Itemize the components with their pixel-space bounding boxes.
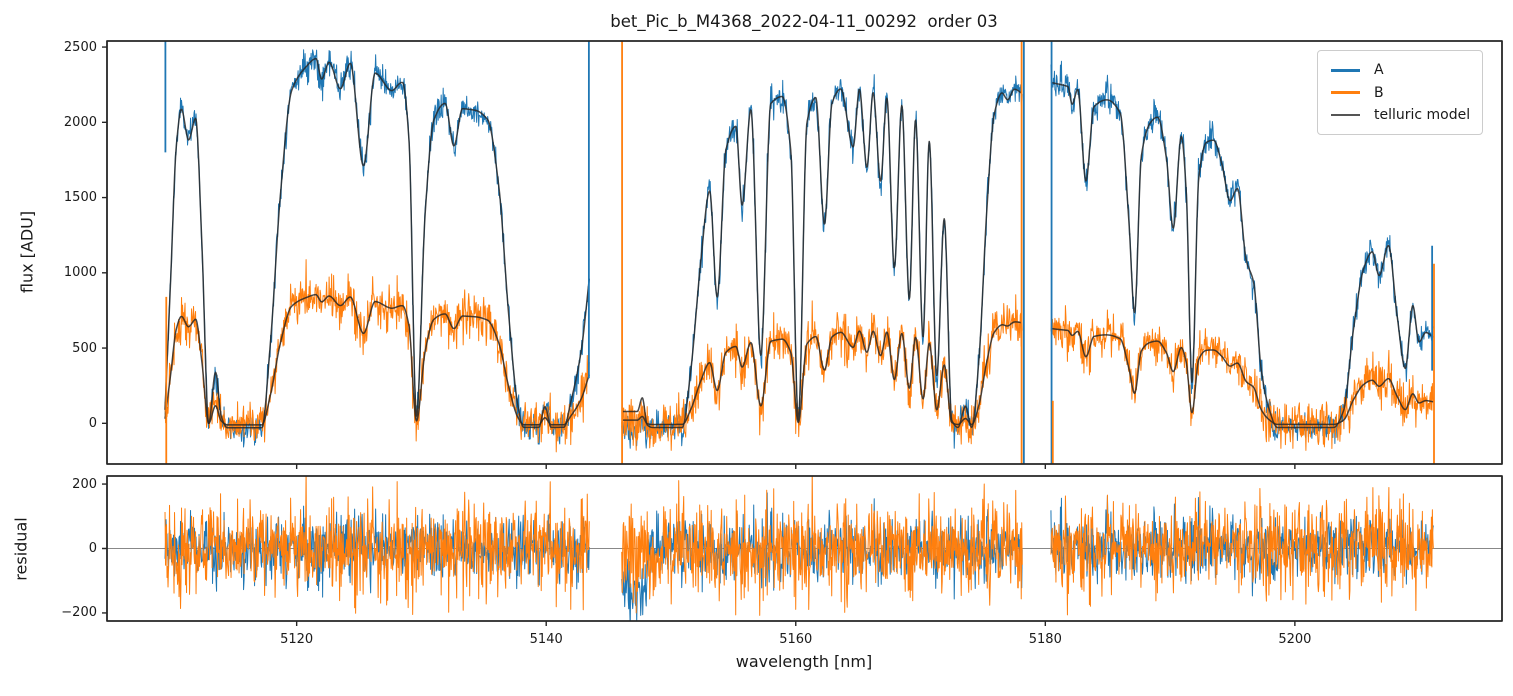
- legend-item-b: B: [1327, 83, 1472, 103]
- legend-label: A: [1374, 62, 1384, 78]
- x-axis-label: wavelength [nm]: [735, 652, 873, 671]
- residual-ytick-label: 200: [72, 476, 97, 492]
- x-tick-label: 5160: [779, 632, 813, 647]
- main-ytick-label: 0: [88, 415, 97, 431]
- x-tick-label: 5200: [1278, 632, 1312, 647]
- main-ytick-label: 1000: [63, 265, 97, 281]
- main-ytick-label: 2000: [63, 114, 97, 130]
- x-tick-label: 5140: [529, 632, 563, 647]
- main-y-axis-label: flux [ADU]: [17, 210, 37, 294]
- legend-line-swatch: [1331, 68, 1360, 72]
- x-tick-label: 5180: [1028, 632, 1062, 647]
- legend-item-a: A: [1327, 60, 1472, 80]
- legend-label: B: [1374, 84, 1384, 101]
- x-tick-label: 5120: [280, 632, 314, 647]
- legend-line-swatch: [1331, 114, 1360, 116]
- legend-line-swatch: [1331, 91, 1360, 94]
- legend-item-telluric-model: telluric model: [1327, 105, 1472, 125]
- chart-title: bet_Pic_b_M4368_2022-04-11_00292 order 0…: [610, 12, 998, 31]
- residual-ytick-label: −200: [61, 605, 97, 621]
- main-ytick-label: 500: [72, 340, 97, 356]
- main-ytick-label: 1500: [63, 190, 97, 206]
- legend-label: telluric model: [1374, 107, 1471, 123]
- residual-ytick-label: 0: [88, 541, 97, 556]
- main-ytick-label: 2500: [63, 39, 97, 55]
